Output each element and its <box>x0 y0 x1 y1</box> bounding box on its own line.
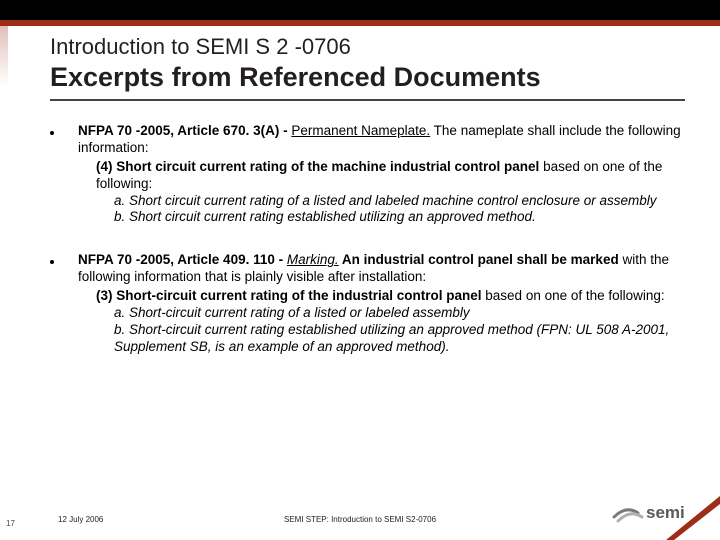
bullet-dot-icon <box>50 260 54 264</box>
b2-a-text: a. Short-circuit current rating of a lis… <box>114 305 470 320</box>
page-title: Excerpts from Referenced Documents <box>50 62 690 93</box>
b2-b: b. Short-circuit current rating establis… <box>114 322 690 356</box>
b2-a: a. Short-circuit current rating of a lis… <box>114 305 690 322</box>
b1-sub4: (4) Short circuit current rating of the … <box>96 159 690 193</box>
b2-bold2: An industrial control panel shall be mar… <box>339 252 619 267</box>
b1-a: a. Short circuit current rating of a lis… <box>114 193 690 210</box>
b1-b-text: b. Short circuit current rating establis… <box>114 209 536 224</box>
pretitle: Introduction to SEMI S 2 -0706 <box>50 34 690 60</box>
b2-topic: Marking. <box>287 252 339 267</box>
b1-s4-bold: (4) Short circuit current rating of the … <box>96 159 539 174</box>
b2-ref: NFPA 70 -2005, Article 409. 110 - <box>78 252 287 267</box>
b1-topic: Permanent Nameplate. <box>291 123 430 138</box>
b2-sub3: (3) Short-circuit current rating of the … <box>96 288 690 305</box>
footer: 17 12 July 2006 SEMI STEP: Introduction … <box>0 502 720 530</box>
bullet-1: NFPA 70 -2005, Article 670. 3(A) - Perma… <box>50 123 690 226</box>
b1-a-text: a. Short circuit current rating of a lis… <box>114 193 657 208</box>
bullet-2: NFPA 70 -2005, Article 409. 110 - Markin… <box>50 252 690 355</box>
b1-ref: NFPA 70 -2005, Article 670. 3(A) - <box>78 123 291 138</box>
bullet-dot-icon <box>50 131 54 135</box>
b2-s3-bold: (3) Short-circuit current rating of the … <box>96 288 482 303</box>
title-rule <box>50 99 685 101</box>
top-black-bar <box>0 0 720 20</box>
page-content: Introduction to SEMI S 2 -0706 Excerpts … <box>0 26 720 356</box>
bullet-list: NFPA 70 -2005, Article 670. 3(A) - Perma… <box>50 123 690 356</box>
corner-accent-inner <box>674 504 720 540</box>
b2-b-text1: b. Short-circuit current rating establis… <box>114 322 533 337</box>
bullet-1-body: NFPA 70 -2005, Article 670. 3(A) - Perma… <box>78 123 690 226</box>
bullet-2-body: NFPA 70 -2005, Article 409. 110 - Markin… <box>78 252 690 355</box>
b1-b: b. Short circuit current rating establis… <box>114 209 690 226</box>
left-edge-accent <box>0 26 8 86</box>
b2-s3-rest: based on one of the following: <box>482 288 665 303</box>
